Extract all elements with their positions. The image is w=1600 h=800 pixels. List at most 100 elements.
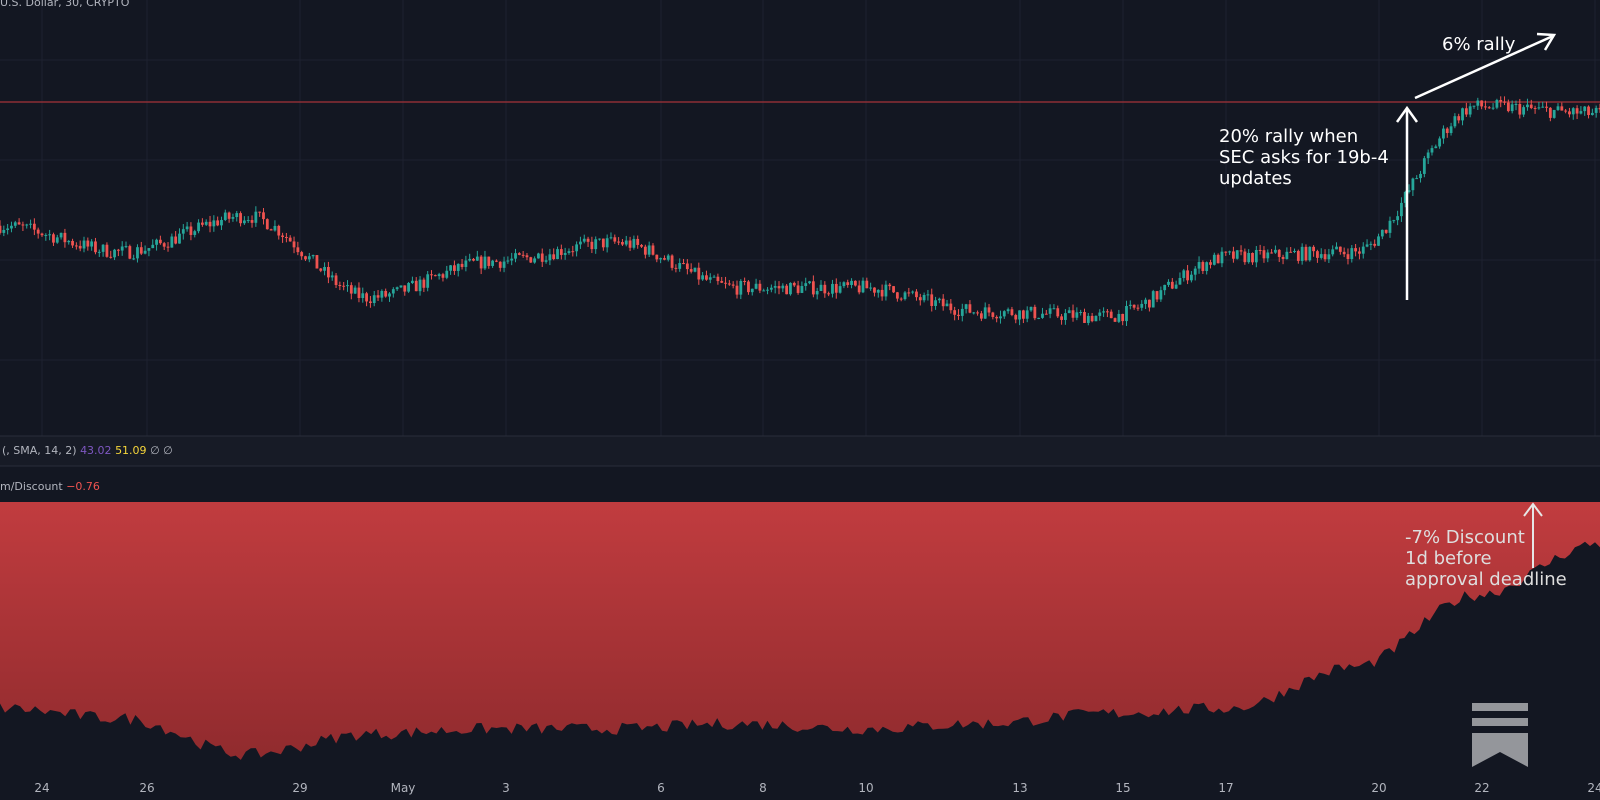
price-pane-background bbox=[0, 0, 1600, 436]
candle-body bbox=[1232, 251, 1235, 259]
candle-body bbox=[1197, 262, 1201, 269]
sec-rally-line-2: SEC asks for 19b-4 bbox=[1219, 147, 1389, 168]
candle-body bbox=[1331, 249, 1335, 255]
candle-body bbox=[1476, 100, 1480, 106]
candle-body bbox=[1109, 311, 1113, 319]
candle-body bbox=[1159, 290, 1163, 300]
candle-body bbox=[1304, 246, 1308, 261]
candle-body bbox=[544, 260, 548, 262]
candle-body bbox=[758, 283, 762, 291]
candle-body bbox=[1373, 243, 1377, 246]
candle-body bbox=[158, 239, 162, 244]
candle-body bbox=[128, 246, 132, 259]
candle-body bbox=[697, 267, 701, 280]
candle-body bbox=[972, 312, 976, 314]
candle-body bbox=[1220, 251, 1224, 264]
candle-body bbox=[418, 279, 422, 292]
candle-body bbox=[1033, 306, 1037, 319]
candle-body bbox=[1182, 270, 1186, 278]
candle-body bbox=[1564, 110, 1568, 112]
candle-body bbox=[78, 245, 82, 249]
candle-body bbox=[1277, 249, 1281, 257]
candle-body bbox=[575, 244, 579, 252]
candle-body bbox=[1041, 313, 1044, 318]
candle-body bbox=[1449, 126, 1453, 134]
candle-body bbox=[800, 286, 804, 293]
candle-body bbox=[1212, 254, 1216, 265]
candle-body bbox=[582, 238, 586, 242]
grid-lines bbox=[0, 0, 1600, 436]
candle-body bbox=[1346, 254, 1350, 259]
sec-rally-annotation: 20% rally when SEC asks for 19b-4 update… bbox=[1219, 126, 1389, 189]
candle-body bbox=[1258, 249, 1262, 251]
candle-body bbox=[74, 245, 78, 247]
candle-body bbox=[1132, 304, 1136, 308]
candle-body bbox=[0, 225, 2, 233]
candle-body bbox=[1552, 109, 1556, 118]
candle-body bbox=[491, 260, 495, 266]
candle-body bbox=[55, 237, 59, 243]
candle-body bbox=[670, 255, 674, 268]
candle-body bbox=[941, 298, 945, 307]
candle-body bbox=[1388, 220, 1392, 233]
candle-body bbox=[922, 294, 926, 301]
candle-body bbox=[1480, 100, 1484, 107]
candle-body bbox=[1121, 313, 1125, 322]
candle-body bbox=[86, 240, 90, 247]
candle-body bbox=[781, 285, 785, 289]
candle-body bbox=[1526, 104, 1529, 108]
candle-body bbox=[1296, 250, 1300, 261]
candle-body bbox=[1316, 251, 1319, 258]
candle-body bbox=[1358, 251, 1361, 254]
candle-body bbox=[960, 308, 964, 316]
candle-body bbox=[819, 284, 823, 292]
candle-body bbox=[937, 298, 941, 301]
candle-body bbox=[204, 221, 208, 225]
candle-body bbox=[1438, 138, 1442, 147]
candle-body bbox=[1140, 303, 1144, 308]
candle-body bbox=[1262, 250, 1266, 259]
candle-body bbox=[346, 285, 349, 287]
premium-legend-background bbox=[0, 466, 1600, 502]
candle-body bbox=[399, 285, 403, 288]
candle-body bbox=[1186, 270, 1189, 281]
candle-body bbox=[506, 260, 510, 262]
candle-body bbox=[1243, 251, 1247, 263]
candle-body bbox=[311, 255, 315, 257]
x-axis-tick-label: 6 bbox=[657, 781, 665, 795]
candle-body bbox=[926, 294, 930, 296]
candle-body bbox=[865, 280, 869, 289]
candle-body bbox=[869, 287, 873, 289]
candle-body bbox=[10, 225, 13, 229]
candle-body bbox=[1224, 251, 1228, 253]
candle-body bbox=[1251, 253, 1254, 263]
candle-body bbox=[1323, 254, 1327, 260]
rsi-legend: (, SMA, 14, 2) 43.02 51.09 ∅ ∅ bbox=[2, 444, 173, 457]
candle-body bbox=[17, 222, 21, 225]
candle-body bbox=[685, 263, 689, 270]
candle-body bbox=[1037, 317, 1041, 319]
candle-body bbox=[1228, 251, 1231, 253]
candle-body bbox=[1380, 229, 1384, 237]
candle-body bbox=[766, 289, 769, 291]
candle-body bbox=[1151, 291, 1155, 308]
candle-body bbox=[1090, 315, 1094, 322]
candle-body bbox=[930, 294, 934, 306]
candle-body bbox=[1590, 112, 1594, 116]
candle-body bbox=[1270, 252, 1273, 254]
candle-body bbox=[82, 240, 86, 249]
candle-body bbox=[556, 249, 559, 260]
candle-body bbox=[269, 229, 273, 231]
discount-arrow bbox=[1523, 502, 1543, 568]
candle-body bbox=[712, 276, 716, 278]
candle-body bbox=[796, 285, 800, 293]
candle-body bbox=[132, 258, 136, 260]
x-axis-tick-label: 15 bbox=[1115, 781, 1131, 795]
candle-body bbox=[613, 237, 617, 242]
candle-body bbox=[834, 283, 838, 293]
candle-body bbox=[227, 212, 231, 219]
candle-body bbox=[193, 231, 197, 235]
candle-body bbox=[441, 274, 445, 278]
candle-body bbox=[1327, 254, 1331, 260]
